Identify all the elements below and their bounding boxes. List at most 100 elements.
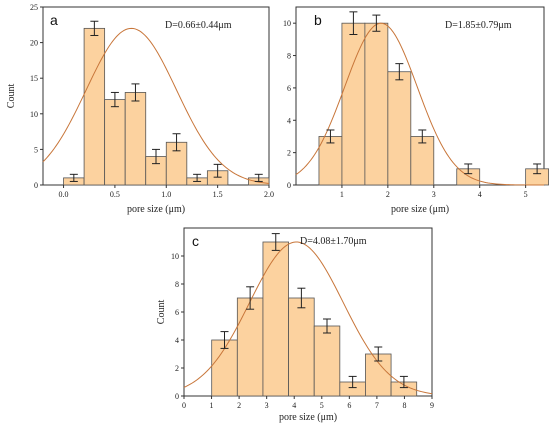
y-tick-label-a-5: 25	[30, 3, 38, 12]
x-tick-label-a-1: 0.5	[110, 190, 120, 199]
error-bar-a-6	[193, 173, 202, 182]
y-ticks-a: 0 5 10 15 20 25	[30, 3, 43, 190]
y-tick-label-c-0: 0	[175, 392, 179, 401]
error-bar-b-3	[395, 63, 404, 81]
bar-b-0	[318, 136, 343, 186]
bar-b-3	[387, 71, 412, 186]
y-tick-label-c-3: 6	[175, 308, 179, 317]
bar-b-1	[341, 22, 366, 186]
error-bar-c-2	[271, 233, 280, 251]
error-bar-c-3	[297, 287, 306, 309]
error-bar-a-1	[90, 20, 99, 36]
bar-c-1	[236, 297, 264, 397]
y-tick-label-c-2: 4	[175, 336, 179, 345]
x-axis-label-b: pore size (μm)	[391, 204, 449, 215]
x-tick-label-a-3: 1.5	[213, 190, 223, 199]
error-bar-a-4	[152, 148, 160, 165]
error-bar-c-0	[220, 331, 229, 349]
y-ticks-b: 0 2 4 6 8 10	[283, 19, 296, 190]
error-bars-a	[69, 20, 263, 182]
bar-c-3	[288, 297, 315, 397]
y-ticks-c: 0 2 4 6 8 10	[171, 252, 184, 401]
bar-b-4	[410, 136, 435, 186]
x-tick-label-a-0: 0.0	[59, 190, 69, 199]
y-tick-label-b-4: 8	[287, 52, 291, 61]
panel-b: 1 2 3 4 5 0 2 4 6 8 10 b D=1.85±0.79μm pore size …	[283, 6, 549, 215]
x-tick-label-b-1: 2	[386, 190, 390, 199]
error-bar-a-8	[254, 173, 263, 182]
error-bar-c-4	[323, 318, 332, 334]
x-tick-label-c-3: 3	[265, 401, 269, 410]
x-tick-label-a-4: 2.0	[264, 190, 274, 199]
annotation-a: D=0.66±0.44μm	[165, 20, 232, 31]
x-ticks-c: 0 1 2 3 4 5 6 7 8 9	[182, 396, 434, 410]
bar-a-1	[83, 27, 106, 186]
y-tick-label-a-4: 20	[30, 39, 38, 48]
panel-label-a: a	[50, 12, 58, 28]
error-bar-a-2	[110, 91, 119, 108]
x-ticks-b: 1 2 3 4 5	[340, 185, 528, 199]
panel-c: 0 1 2 3 4 5 6 7 8 9 0 2 4 6 8 10 c D=4.08±1.70μm pore …	[156, 227, 434, 423]
annotation-c: D=4.08±1.70μm	[300, 236, 367, 247]
x-ticks-a: 0.0 0.5 1.0 1.5 2.0	[59, 185, 274, 199]
error-bar-b-5	[464, 163, 473, 175]
y-axis-label-c: Count	[156, 300, 167, 325]
panel-label-c: c	[192, 233, 199, 249]
panel-a: 0.0 0.5 1.0 1.5 2.0 0 5 10 15 20 25 a D=0.66±0.44…	[6, 3, 274, 215]
x-tick-label-b-3: 4	[478, 190, 482, 199]
error-bar-c-7	[399, 375, 408, 389]
fit-curve-a	[42, 27, 270, 184]
error-bar-c-5	[348, 375, 357, 389]
y-tick-label-b-0: 0	[287, 181, 291, 190]
x-tick-label-c-4: 4	[292, 401, 296, 410]
x-tick-label-b-0: 1	[340, 190, 344, 199]
bars-a	[63, 27, 270, 186]
y-tick-label-b-1: 2	[287, 149, 291, 158]
bars-c	[211, 241, 418, 397]
x-axis-label-c: pore size (μm)	[279, 412, 337, 423]
bars-b	[318, 22, 549, 186]
error-bar-a-3	[131, 83, 140, 102]
error-bar-a-5	[172, 133, 181, 152]
error-bar-a-7	[213, 163, 222, 178]
panel-label-b: b	[314, 12, 322, 28]
error-bar-b-1	[349, 11, 358, 36]
bar-a-2	[104, 99, 126, 186]
error-bar-b-4	[418, 129, 427, 144]
x-tick-label-c-6: 6	[347, 401, 351, 410]
error-bar-c-1	[246, 286, 255, 310]
error-bar-b-0	[326, 129, 335, 144]
x-tick-label-c-0: 0	[182, 401, 186, 410]
error-bar-b-6	[533, 163, 542, 175]
error-bar-c-6	[374, 346, 383, 362]
x-tick-label-c-2: 2	[237, 401, 241, 410]
x-tick-label-a-2: 1.0	[161, 190, 171, 199]
y-tick-label-b-3: 6	[287, 84, 291, 93]
bar-a-3	[124, 92, 147, 186]
error-bars-c	[220, 233, 408, 389]
bar-c-4	[313, 325, 341, 397]
x-tick-label-c-5: 5	[320, 401, 324, 410]
bar-c-2	[262, 241, 289, 397]
x-tick-label-b-4: 5	[524, 190, 528, 199]
x-tick-label-c-1: 1	[210, 401, 214, 410]
fit-curve-b	[295, 22, 544, 186]
x-tick-label-b-2: 3	[432, 190, 436, 199]
y-tick-label-a-3: 15	[30, 74, 38, 83]
y-tick-label-c-5: 10	[171, 252, 179, 261]
y-tick-label-c-1: 2	[175, 364, 179, 373]
y-tick-label-c-4: 8	[175, 280, 179, 289]
y-axis-label-a: Count	[6, 84, 17, 109]
x-tick-label-c-9: 9	[430, 401, 434, 410]
y-tick-label-a-1: 5	[34, 145, 38, 154]
x-tick-label-c-8: 8	[402, 401, 406, 410]
annotation-b: D=1.85±0.79μm	[445, 20, 512, 31]
y-tick-label-b-5: 10	[283, 19, 291, 28]
error-bar-a-0	[69, 173, 78, 182]
y-tick-label-a-2: 10	[30, 110, 38, 119]
bar-b-2	[364, 22, 389, 186]
y-tick-label-a-0: 0	[34, 181, 38, 190]
error-bars-b	[326, 11, 542, 175]
fit-curve-c	[183, 241, 433, 395]
